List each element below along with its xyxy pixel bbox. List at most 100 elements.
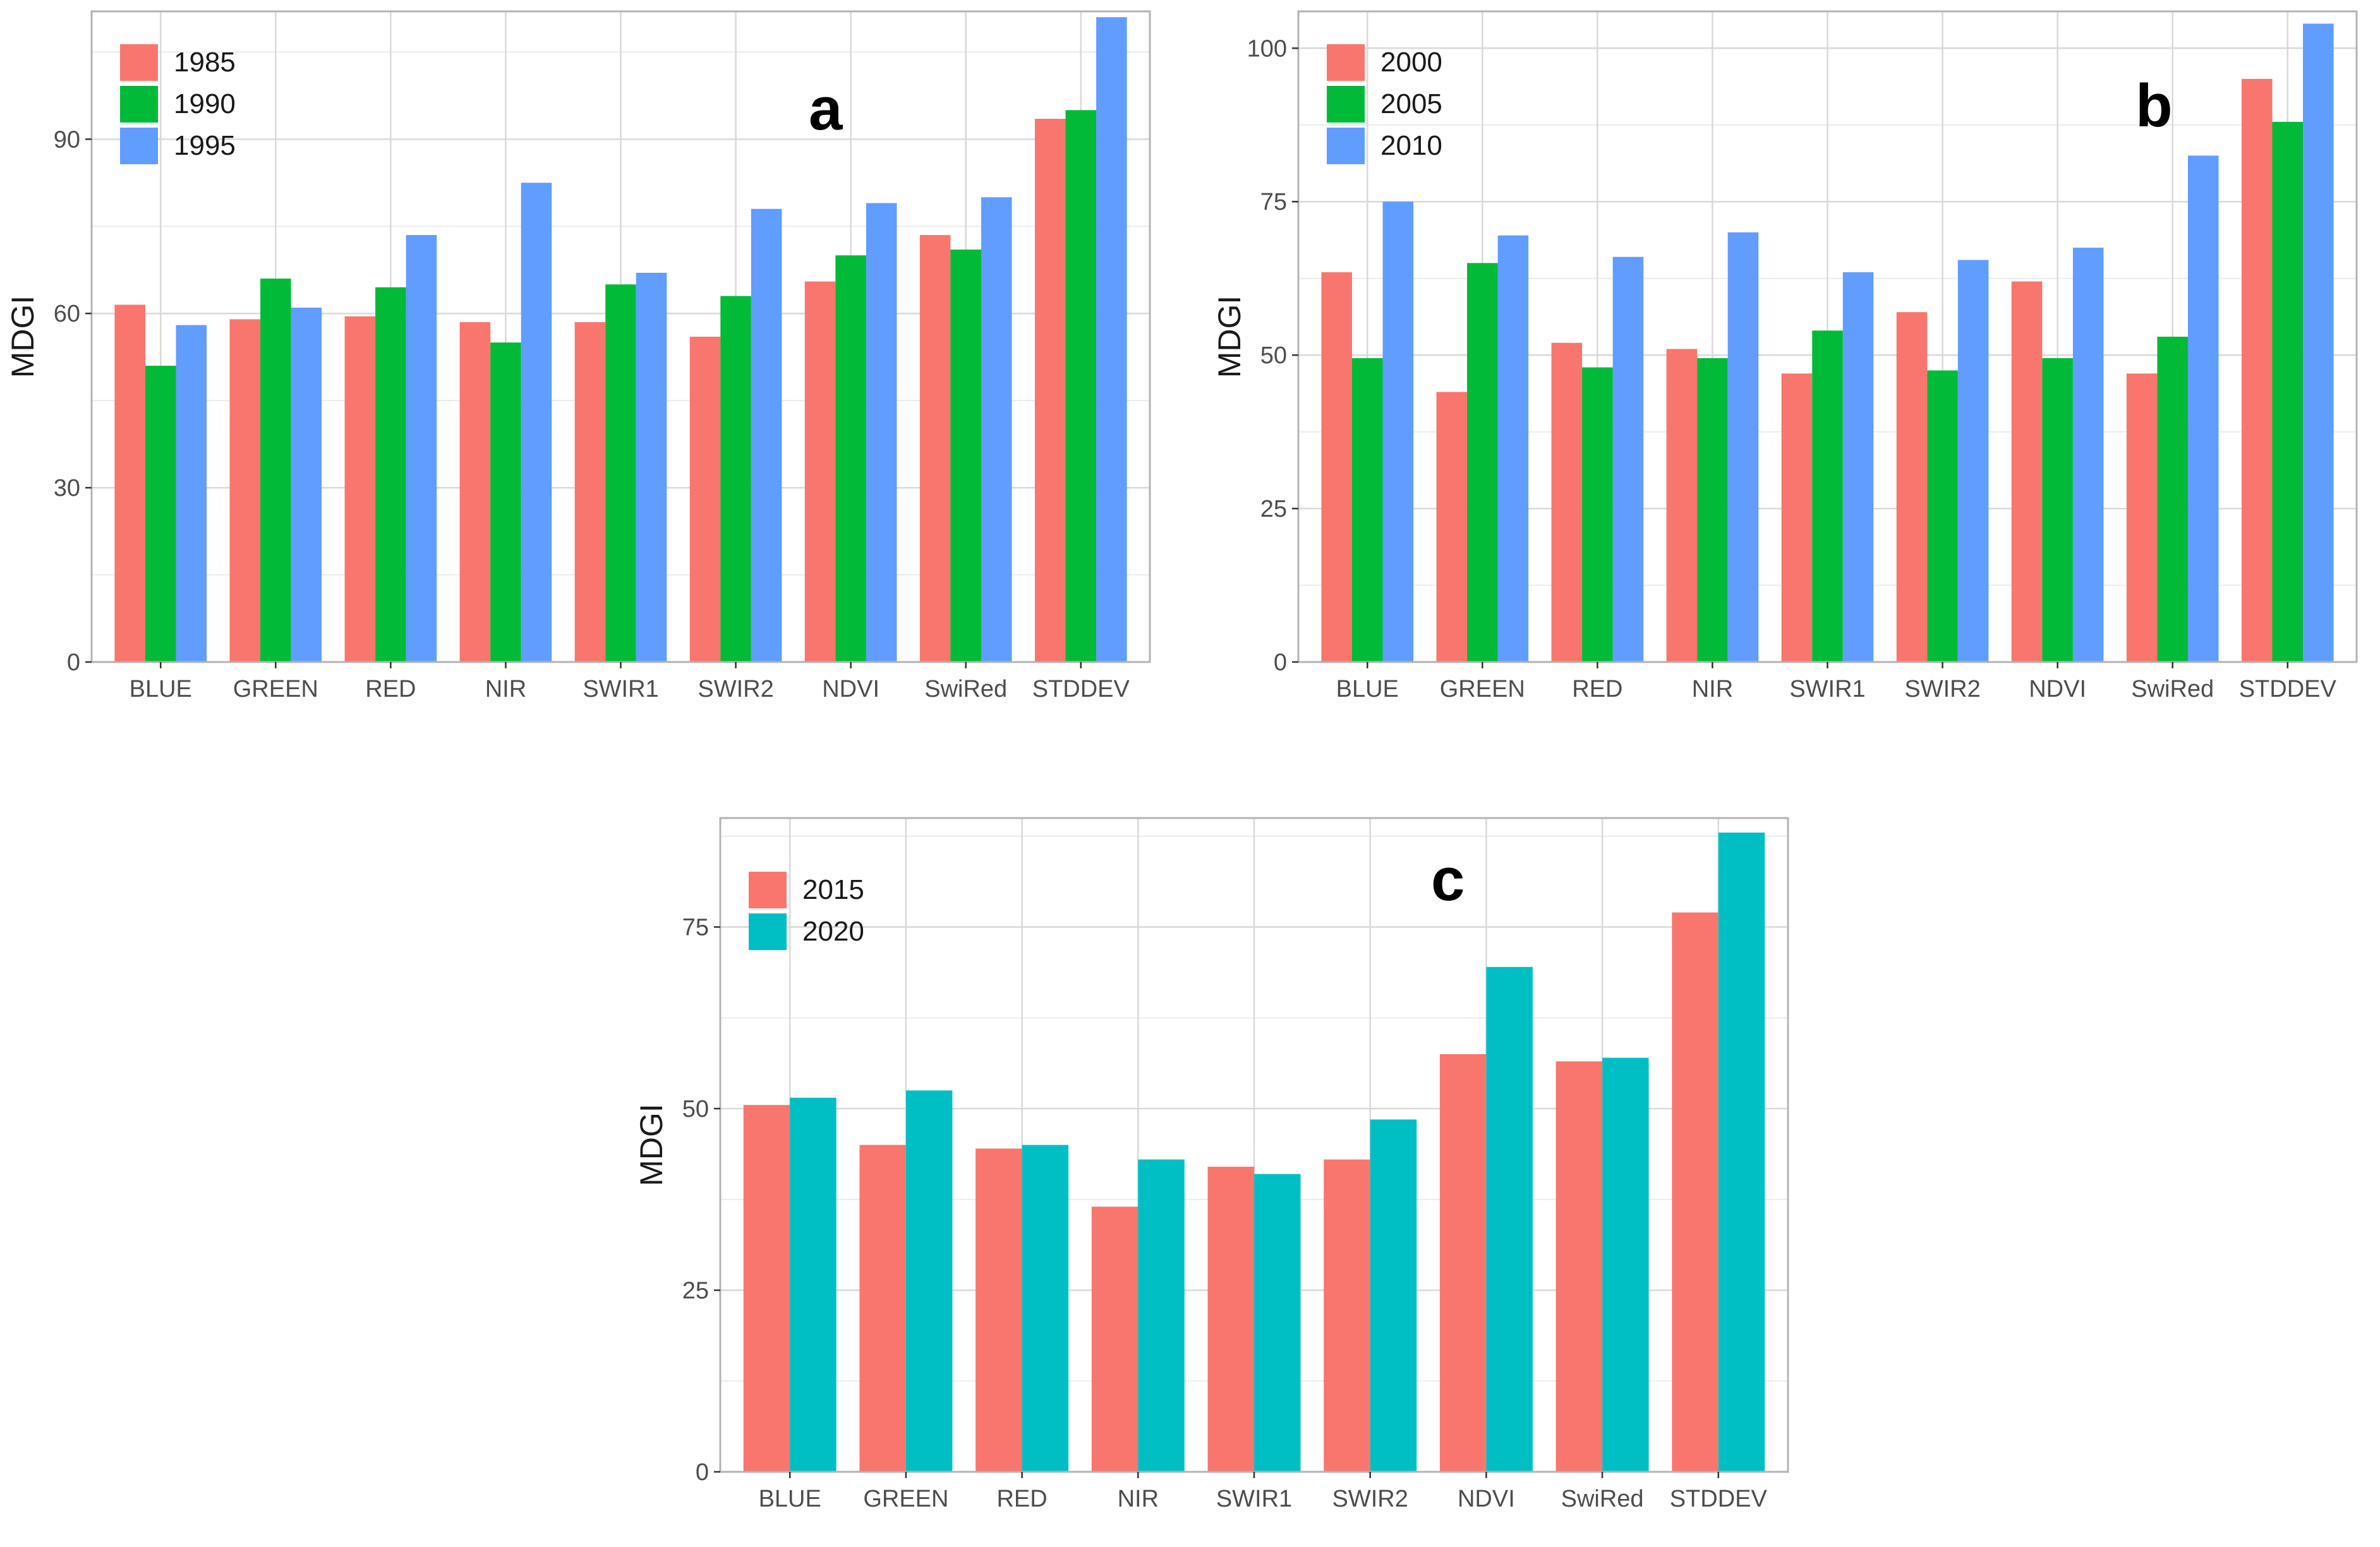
- chart-c-bar-2020-blue: [790, 1097, 837, 1472]
- chart-a-bar-1995-swir2: [751, 208, 782, 662]
- chart-c-bar-2020-ndvi: [1486, 966, 1533, 1472]
- chart-c-x-tick-label: BLUE: [759, 1486, 821, 1512]
- chart-a-x-tick-label: SwiRed: [924, 676, 1007, 702]
- chart-a-svg: 0 30 60 90 BLUE GREEN RED NIR SWIR1 SWIR2 NDVI SwiR…: [5, 10, 1151, 702]
- chart-a-bar-1985-ndvi: [804, 281, 836, 663]
- chart-b-bar-2005-stddev: [2272, 121, 2304, 663]
- chart-b-bar-2005-nir: [1697, 358, 1728, 662]
- chart-a-bar-1990-red: [375, 287, 406, 663]
- chart-b-bar-2005-red: [1582, 367, 1613, 662]
- chart-b-bar-2010-green: [1497, 235, 1529, 662]
- chart-c-bar-2020-red: [1022, 1145, 1069, 1472]
- chart-panel-b: 0 25 50 75 100 BLUE GREEN RED NIR SWIR1 SWIR2 NDVI S…: [1200, 0, 2369, 752]
- chart-c-y-tick-label: 0: [696, 1459, 709, 1486]
- chart-c-y-tick-label: 50: [682, 1096, 709, 1123]
- chart-b-bar-2000-swired: [2126, 373, 2158, 662]
- chart-b-bar-2010-ndvi: [2072, 248, 2104, 662]
- chart-b-bar-2000-swir2: [1896, 312, 1928, 662]
- chart-c-legend-key-2015: [749, 872, 787, 908]
- chart-a-legend-key-1995: [120, 128, 158, 164]
- chart-a-bar-1990-swired: [950, 250, 981, 662]
- chart-c-legend-label-2015: 2015: [802, 874, 864, 905]
- chart-b-bar-2005-swir2: [1927, 370, 1958, 662]
- chart-b-bar-2000-red: [1551, 342, 1583, 662]
- chart-b-bar-2000-green: [1436, 392, 1468, 662]
- chart-c-panel-letter: c: [1431, 846, 1465, 913]
- chart-b-svg: 0 25 50 75 100 BLUE GREEN RED NIR SWIR1 SWIR2 NDVI S…: [1212, 10, 2358, 702]
- chart-a-bar-1990-stddev: [1065, 110, 1097, 662]
- chart-b-bar-2005-swired: [2157, 337, 2188, 662]
- chart-c-y-tick-label: 75: [682, 915, 709, 941]
- chart-a-bar-1995-nir: [521, 183, 552, 662]
- chart-b-bar-2010-stddev: [2303, 23, 2334, 663]
- chart-a-bar-1985-green: [229, 319, 261, 662]
- chart-c-y-tick-label: 25: [682, 1278, 709, 1304]
- chart-b-bar-2000-nir: [1666, 349, 1698, 662]
- chart-a-bar-1995-red: [406, 235, 437, 662]
- chart-c-legend-key-2020: [749, 913, 787, 950]
- chart-c-x-tick-label: SwiRed: [1561, 1486, 1644, 1512]
- chart-a-legend-label-1990: 1990: [174, 88, 236, 119]
- chart-a-bar-1990-ndvi: [835, 255, 866, 662]
- chart-c-bar-2020-swired: [1602, 1057, 1649, 1472]
- chart-b-y-axis-title: MDGI: [1212, 296, 1247, 378]
- chart-b-bar-2005-swir1: [1812, 330, 1843, 662]
- chart-b-x-tick-label: RED: [1572, 676, 1622, 702]
- chart-a-bar-1990-green: [260, 279, 291, 662]
- chart-b-y-tick-label: 75: [1260, 189, 1287, 215]
- chart-c-bar-2015-green: [859, 1145, 906, 1472]
- chart-c-bar-2020-nir: [1138, 1159, 1185, 1472]
- chart-a-bar-1990-nir: [490, 342, 521, 662]
- chart-a-legend-key-1990: [120, 86, 158, 123]
- chart-a-y-tick-label: 90: [54, 126, 80, 153]
- chart-b-bar-2005-ndvi: [2042, 358, 2073, 662]
- chart-a-x-tick-label: SWIR1: [583, 676, 658, 702]
- chart-a-y-axis-title: MDGI: [5, 296, 40, 378]
- chart-c-bar-2015-swir2: [1324, 1159, 1370, 1472]
- chart-b-x-tick-label: SWIR2: [1904, 676, 1980, 702]
- chart-c-bar-2015-red: [976, 1148, 1022, 1472]
- chart-b-bar-2010-nir: [1727, 232, 1759, 663]
- chart-c-bar-2020-swir1: [1254, 1174, 1301, 1472]
- chart-a-y-tick-label: 30: [54, 475, 80, 502]
- chart-b-x-tick-label: SWIR1: [1789, 676, 1865, 702]
- chart-a-bar-1985-swir2: [689, 337, 721, 662]
- chart-b-y-tick-label: 50: [1260, 342, 1287, 369]
- chart-a-x-tick-label: NIR: [485, 676, 526, 702]
- chart-a-bar-1985-stddev: [1034, 119, 1066, 663]
- chart-c-bar-2015-ndvi: [1439, 1054, 1487, 1472]
- chart-b-y-tick-label: 25: [1260, 496, 1287, 522]
- chart-a-x-tick-label: SWIR2: [698, 676, 773, 702]
- chart-a-bar-1985-blue: [114, 304, 145, 662]
- chart-a-bar-1995-green: [291, 308, 322, 663]
- chart-a-x-tick-label: NDVI: [822, 676, 879, 702]
- chart-a-panel-letter: a: [809, 75, 843, 143]
- chart-c-bar-2020-stddev: [1718, 833, 1765, 1472]
- chart-a-bar-1995-ndvi: [866, 203, 897, 662]
- chart-a-bar-1985-nir: [459, 322, 491, 663]
- chart-c-bar-2020-green: [905, 1090, 953, 1472]
- chart-b-legend-label-2000: 2000: [1380, 47, 1442, 78]
- chart-a-bar-1990-swir1: [605, 284, 636, 662]
- chart-c-x-tick-label: SWIR2: [1332, 1486, 1408, 1512]
- chart-a-bar-1985-swir1: [574, 322, 606, 663]
- chart-b-bar-2010-swir2: [1957, 260, 1989, 663]
- chart-c-bar-2015-swir1: [1207, 1167, 1254, 1472]
- chart-c-bar-2015-blue: [743, 1105, 790, 1472]
- chart-a-bar-1995-stddev: [1096, 17, 1127, 663]
- chart-b-x-tick-label: NIR: [1692, 676, 1733, 702]
- chart-a-y-tick-label: 60: [54, 301, 80, 327]
- chart-b-bar-2010-blue: [1382, 202, 1414, 662]
- chart-b-bar-2005-blue: [1351, 358, 1383, 662]
- chart-b-x-tick-label: STDDEV: [2239, 676, 2337, 702]
- chart-b-y-tick-label: 0: [1274, 649, 1287, 676]
- chart-c-x-tick-label: SWIR1: [1216, 1486, 1292, 1512]
- chart-panel-c: 0 25 50 75 BLUE GREEN RED NIR SWIR1 SWIR2 NDVI SwiR…: [622, 805, 1823, 1544]
- chart-a-bar-1990-swir2: [720, 296, 751, 662]
- chart-c-bar-2015-swired: [1555, 1061, 1603, 1472]
- chart-a-bar-1990-blue: [145, 365, 176, 662]
- chart-b-legend-label-2005: 2005: [1380, 88, 1442, 119]
- chart-c-x-tick-label: NIR: [1118, 1486, 1159, 1512]
- chart-b-x-tick-label: BLUE: [1336, 676, 1399, 702]
- chart-a-bar-1995-blue: [176, 325, 207, 662]
